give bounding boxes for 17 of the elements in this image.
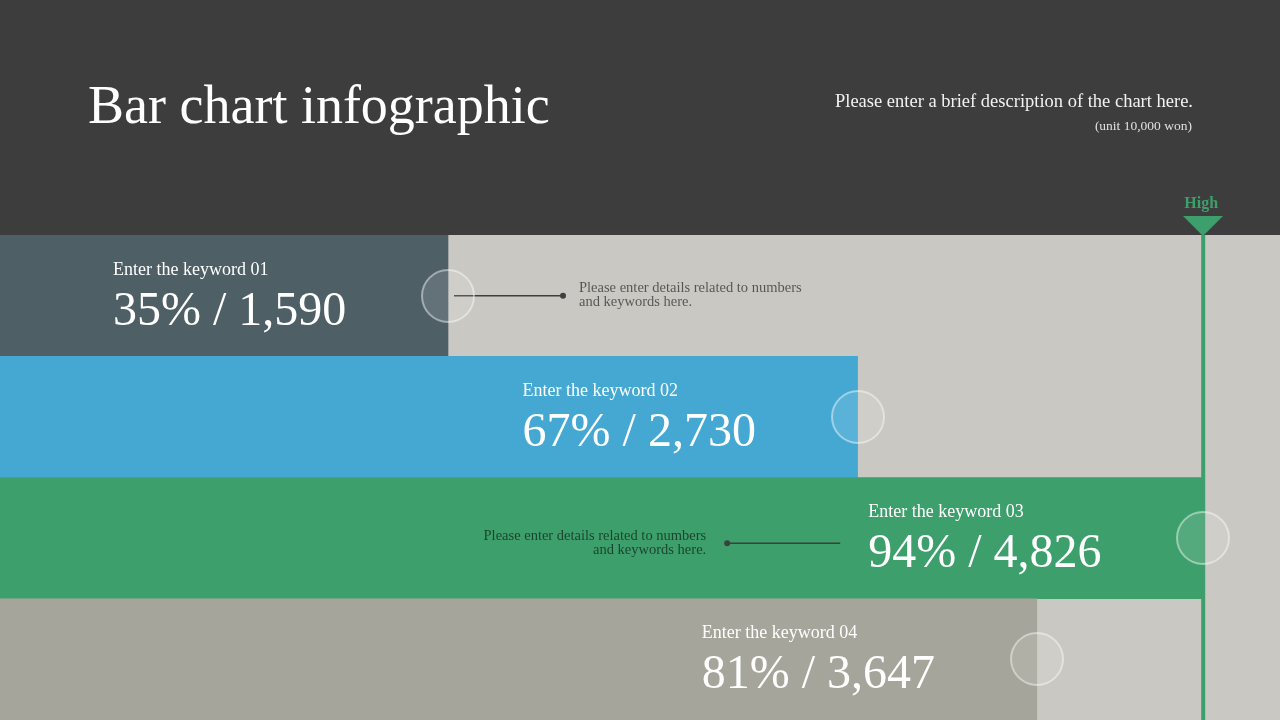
y-tick-label: Enter the keyword 04 [701, 622, 858, 643]
chart-subtitle: Please enter a brief description of the chart here. [834, 91, 1193, 111]
y-tick-label: Enter the keyword 03 [868, 501, 1024, 522]
y-tick-label: Enter the keyword 01 [113, 258, 269, 279]
data-label: 81% / 3,647 [701, 645, 936, 699]
data-label: 67% / 2,730 [522, 402, 756, 456]
bar [0, 235, 449, 357]
ref-line-label: High [1184, 194, 1219, 212]
chart-title: Bar chart infographic [88, 75, 550, 135]
bar [0, 598, 1038, 720]
bar [0, 355, 858, 478]
annotation: Please enter details related to numbers and keywords here. [579, 279, 803, 310]
y-tick-label: Enter the keyword 02 [522, 379, 679, 400]
data-label: 94% / 4,826 [868, 524, 1102, 578]
annotation: Please enter details related to numbers and keywords here. [483, 526, 707, 557]
data-label: 35% / 1,590 [113, 281, 347, 335]
text: (unit 10,000 won) [1094, 118, 1192, 133]
